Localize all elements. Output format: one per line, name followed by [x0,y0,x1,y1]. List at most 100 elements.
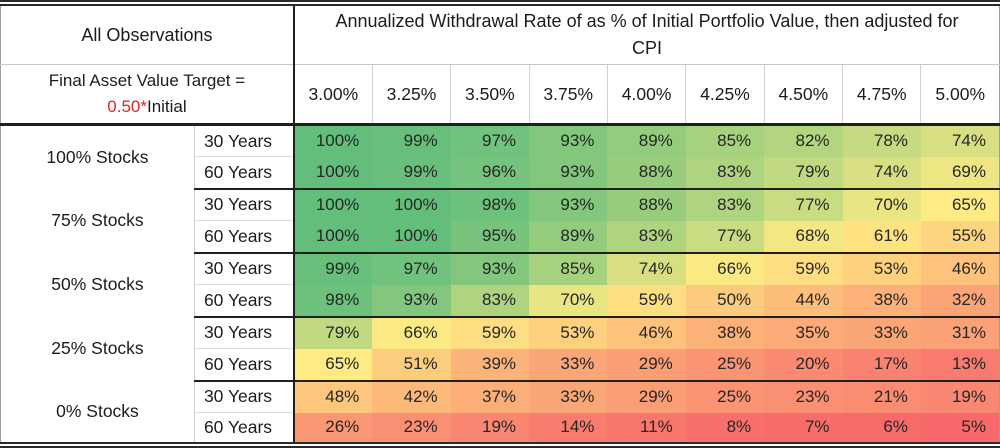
heatmap-cell: 83% [685,188,765,221]
stock-allocation-label: 25% Stocks [0,316,195,381]
heatmap-cell: 97% [450,124,530,157]
heatmap-cell: 93% [450,252,530,285]
table-row: 0% Stocks 30 Years 48% 42% 37% 33% 29% 25% 23% 21… [0,380,1000,445]
heatmap-cell: 66% [685,252,765,285]
heatmap-cell: 93% [372,284,451,318]
heatmap-cell: 89% [529,220,608,254]
heatmap-cell: 70% [842,188,921,221]
heatmap-cell: 51% [372,348,451,382]
heatmap-cell: 46% [920,252,1000,285]
horizon-label: 60 Years [194,284,294,318]
heatmap-cell: 70% [529,284,608,318]
table-row: 60 Years 65% 51% 39% 33% 29% 25% 20% 17% 13% [1,348,1000,382]
heatmap-cell: 95% [450,220,530,254]
heatmap-cell: 6% [842,412,921,445]
heatmap-cell: 33% [529,380,608,413]
final-asset-target-label: Final Asset Value Target = 0.50*Initial [0,64,294,126]
horizon-label: 30 Years [194,252,294,285]
heatmap-cell: 23% [764,380,843,413]
heatmap-cell: 98% [450,188,530,221]
heatmap-cell: 38% [842,284,921,318]
heatmap-cell: 31% [920,316,1000,349]
heatmap-cell: 83% [685,156,765,190]
heatmap-cell: 29% [607,380,686,413]
heatmap-cell: 33% [529,348,608,382]
table-title: Annualized Withdrawal Rate of as % of In… [292,3,1000,65]
heatmap-cell: 23% [372,412,451,445]
heatmap-cell: 37% [450,380,530,413]
heatmap-cell: 74% [920,124,1000,157]
rate-column-header: 3.75% [528,64,608,126]
heatmap-cell: 100% [292,220,373,254]
heatmap-cell: 77% [764,188,843,221]
table-row: 60 Years 98% 93% 83% 70% 59% 50% 44% 38% 32% [1,284,1000,318]
target-prefix: Final Asset Value Target = [48,70,246,90]
heatmap-cell: 68% [764,220,843,254]
rate-column-header: 3.50% [450,64,530,126]
heatmap-cell: 66% [372,316,451,349]
heatmap-cell: 53% [842,252,921,285]
rate-column-header: 4.25% [685,64,765,126]
horizon-label: 60 Years [194,412,294,445]
heatmap-cell: 93% [529,124,608,157]
heatmap-cell: 21% [842,380,921,413]
heatmap-cell: 96% [450,156,530,190]
heatmap-cell: 97% [372,252,451,285]
horizon-label: 60 Years [194,156,294,190]
heatmap-cell: 79% [764,156,843,190]
rate-column-header: 3.25% [371,64,451,126]
heatmap-cell: 48% [292,380,373,413]
heatmap-cell: 100% [292,188,373,221]
stock-allocation-label: 50% Stocks [0,252,195,317]
table-row: 25% Stocks 30 Years 79% 66% 59% 53% 46% 38% 35% 3… [0,316,1000,381]
heatmap-cell: 74% [842,156,921,190]
heatmap-cell: 93% [529,156,608,190]
heatmap-cell: 5% [920,412,1000,445]
heatmap-cell: 74% [607,252,686,285]
heatmap-cell: 100% [372,188,451,221]
target-multiplier-red: 0.50* [107,97,147,116]
heatmap-cell: 100% [372,220,451,254]
heatmap-cell: 25% [685,348,765,382]
table-row: 60 Years 100% 100% 95% 89% 83% 77% 68% 61% 55% [1,220,1000,254]
heatmap-cell: 20% [764,348,843,382]
heatmap-cell: 78% [842,124,921,157]
heatmap-cell: 82% [764,124,843,157]
table-row: 60 Years 26% 23% 19% 14% 11% 8% 7% 6% 5% [1,412,1000,445]
horizon-label: 30 Years [194,124,294,157]
heatmap-cell: 42% [372,380,451,413]
heatmap-cell: 44% [764,284,843,318]
heatmap-cell: 17% [842,348,921,382]
horizon-label: 60 Years [194,348,294,382]
heatmap-cell: 55% [920,220,1000,254]
table-header: All Observations Annualized Withdrawal R… [0,3,1000,126]
rate-column-header: 4.50% [763,64,843,126]
heatmap-cell: 99% [292,252,373,285]
rate-column-header: 5.00% [920,64,1000,126]
rate-column-header: 4.00% [606,64,686,126]
rate-column-header: 3.00% [292,64,373,126]
heatmap-cell: 99% [372,124,451,157]
heatmap-cell: 100% [292,124,373,157]
heatmap-cell: 14% [529,412,608,445]
heatmap-cell: 69% [920,156,1000,190]
heatmap-cell: 85% [529,252,608,285]
heatmap-cell: 7% [764,412,843,445]
table-row: 60 Years 100% 99% 96% 93% 88% 83% 79% 74% 69% [1,156,1000,190]
heatmap-cell: 8% [685,412,765,445]
heatmap-cell: 26% [292,412,373,445]
heatmap-cell: 50% [685,284,765,318]
horizon-label: 60 Years [194,220,294,254]
heatmap-cell: 65% [292,348,373,382]
heatmap-cell: 79% [292,316,373,349]
horizon-label: 30 Years [194,316,294,349]
heatmap-cell: 19% [450,412,530,445]
target-suffix: Initial [146,97,187,116]
horizon-label: 30 Years [194,380,294,413]
stock-allocation-label: 0% Stocks [0,380,195,445]
heatmap-cell: 59% [450,316,530,349]
heatmap-cell: 89% [607,124,686,157]
heatmap-cell: 85% [685,124,765,157]
